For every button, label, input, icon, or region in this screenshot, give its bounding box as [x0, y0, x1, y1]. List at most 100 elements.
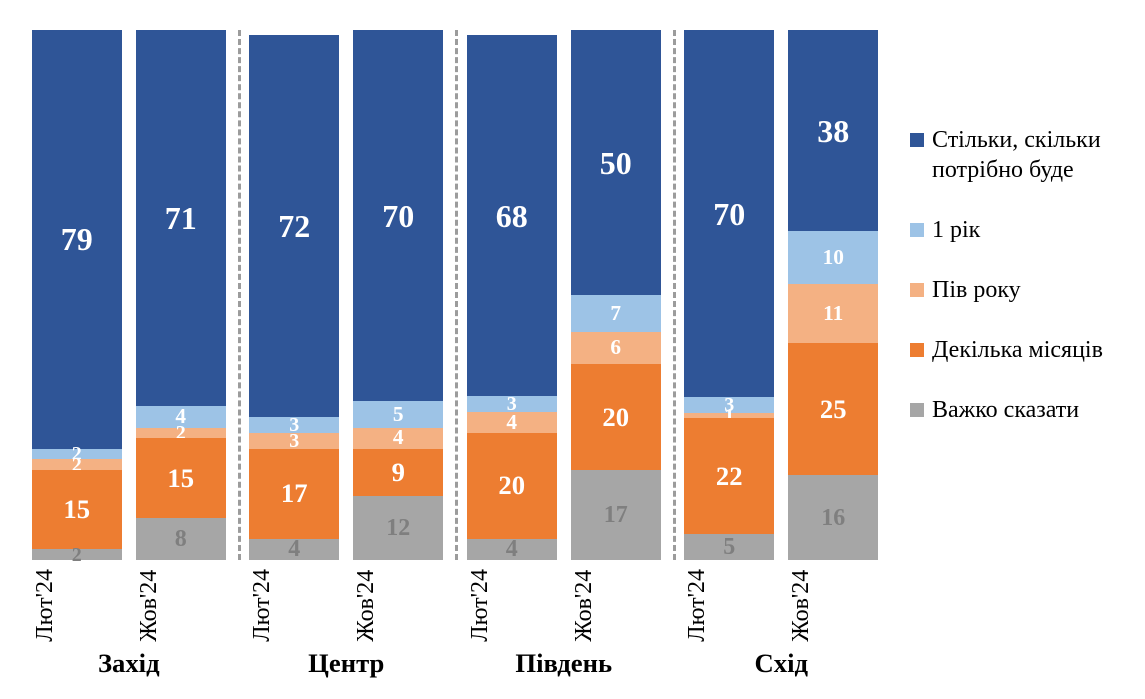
legend-swatch [910, 403, 924, 417]
bar-value-label: 38 [817, 115, 849, 147]
bar-value-label: 4 [506, 537, 518, 561]
bar-regions: 2152279815247141733721294570420436817206… [20, 30, 890, 560]
stacked-bar: 5221370 [684, 30, 774, 560]
bar-segment-half_year: 3 [249, 433, 339, 449]
bar-segment-one_year: 4 [136, 406, 226, 427]
region-divider [238, 30, 241, 560]
bar-value-label: 79 [61, 223, 93, 255]
legend-label: Декілька місяців [932, 335, 1140, 365]
bar-value-label: 6 [610, 337, 621, 358]
bar-segment-half_year: 6 [571, 332, 661, 364]
bar-value-label: 4 [288, 537, 300, 561]
legend-item: Стільки, скільки потрібно буде [910, 125, 1140, 185]
stacked-bar: 12 9 45 70 [353, 30, 443, 560]
bar-value-label: 17 [281, 480, 308, 507]
bar-segment-few_months: 25 [788, 343, 878, 476]
bar-value-label: 10 [823, 247, 844, 268]
bar-value-label: 71 [165, 202, 197, 234]
bar-segment-as_long: 71 [136, 30, 226, 406]
bar-segment-one_year: 3 [684, 397, 774, 413]
bar-segment-as_long: 72 [249, 35, 339, 417]
bar-value-label: 50 [600, 147, 632, 179]
x-tick-label: Жов'24 [788, 565, 878, 646]
legend-label: Стільки, скільки потрібно буде [932, 125, 1140, 185]
legend-swatch [910, 133, 924, 147]
bar-value-label: 16 [821, 506, 845, 530]
legend: Стільки, скільки потрібно буде 1 рік Пів р… [910, 125, 1140, 455]
stacked-bar: 17 20 6 7 50 [571, 30, 661, 560]
bar-segment-few_months: 15 [32, 470, 122, 550]
bar-segment-hard_to_say: 4 [249, 539, 339, 560]
legend-swatch [910, 223, 924, 237]
bar-value-label: 11 [823, 303, 843, 324]
bar-value-label: 17 [604, 503, 628, 527]
bar-segment-half_year: 11 [788, 284, 878, 342]
region-label: Центр [308, 648, 384, 679]
x-tick-row: Лют'24Жов'24 [20, 565, 238, 646]
bar-segment-hard_to_say: 4 [467, 539, 557, 560]
bar-segment-as_long: 70 [353, 30, 443, 401]
x-region-column: Лют'24Жов'24Захід [20, 565, 238, 685]
bar-value-label: 25 [820, 396, 847, 423]
legend-swatch [910, 343, 924, 357]
region-divider [455, 30, 458, 560]
x-tick-label: Лют'24 [249, 565, 339, 646]
x-region-column: Лют'24Жов'24Південь [455, 565, 673, 685]
bar-segment-half_year: 2 [136, 428, 226, 439]
legend-item: Важко сказати [910, 395, 1140, 425]
bar-segment-half_year: 2 [32, 459, 122, 470]
chart-root: 2152279815247141733721294570420436817206… [0, 0, 1145, 699]
x-axis-labels: Лют'24Жов'24ЗахідЛют'24Жов'24ЦентрЛют'24… [20, 565, 890, 685]
legend-label: 1 рік [932, 215, 1140, 245]
x-tick-label: Жов'24 [571, 565, 661, 646]
bar-value-label: 4 [175, 406, 186, 427]
bar-value-label: 72 [278, 210, 310, 242]
x-region-column: Лют'24Жов'24Центр [238, 565, 456, 685]
bar-segment-one_year: 5 [353, 401, 443, 428]
legend-item: Декілька місяців [910, 335, 1140, 365]
bar-segment-as_long: 38 [788, 30, 878, 231]
bar-value-label: 68 [496, 200, 528, 232]
bar-segment-few_months: 9 [353, 449, 443, 497]
bar-segment-as_long: 79 [32, 30, 122, 449]
bar-value-label: 20 [498, 472, 525, 499]
bar-value-label: 70 [713, 198, 745, 230]
legend-label: Пів року [932, 275, 1140, 305]
stacked-bar: 16 25 11 10 38 [788, 30, 878, 560]
bar-value-label: 8 [175, 527, 187, 551]
stacked-bar: 8152471 [136, 30, 226, 560]
bar-segment-half_year: 4 [353, 428, 443, 449]
bar-value-label: 4 [393, 427, 404, 448]
bar-segment-one_year: 2 [32, 449, 122, 460]
bar-segment-hard_to_say: 8 [136, 518, 226, 560]
region-group: 41733721294570 [238, 30, 456, 560]
bar-segment-one_year: 3 [249, 417, 339, 433]
x-tick-label: Лют'24 [467, 565, 557, 646]
bar-segment-hard_to_say: 17 [571, 470, 661, 560]
bar-value-label: 20 [602, 404, 629, 431]
bar-segment-hard_to_say: 12 [353, 496, 443, 560]
region-group: 52213701625111038 [673, 30, 891, 560]
bar-value-label: 9 [392, 459, 405, 486]
bar-segment-few_months: 17 [249, 449, 339, 539]
region-divider [673, 30, 676, 560]
bar-segment-as_long: 68 [467, 35, 557, 395]
bar-value-label: 5 [723, 535, 735, 559]
plot-area: 2152279815247141733721294570420436817206… [20, 30, 890, 560]
bar-segment-as_long: 70 [684, 30, 774, 397]
bar-segment-one_year: 10 [788, 231, 878, 284]
bar-value-label: 7 [610, 303, 621, 324]
bar-segment-few_months: 20 [571, 364, 661, 470]
x-tick-row: Лют'24Жов'24 [673, 565, 891, 646]
x-region-column: Лют'24Жов'24Схід [673, 565, 891, 685]
x-tick-label: Лют'24 [684, 565, 774, 646]
bar-value-label: 5 [393, 404, 404, 425]
bar-segment-one_year: 7 [571, 295, 661, 332]
stacked-bar: 4204368 [467, 30, 557, 560]
bar-segment-hard_to_say: 5 [684, 534, 774, 560]
x-tick-row: Лют'24Жов'24 [455, 565, 673, 646]
region-label: Південь [515, 648, 612, 679]
region-group: 21522798152471 [20, 30, 238, 560]
stacked-bar: 4 17 33 72 [249, 30, 339, 560]
x-tick-label: Жов'24 [136, 565, 226, 646]
